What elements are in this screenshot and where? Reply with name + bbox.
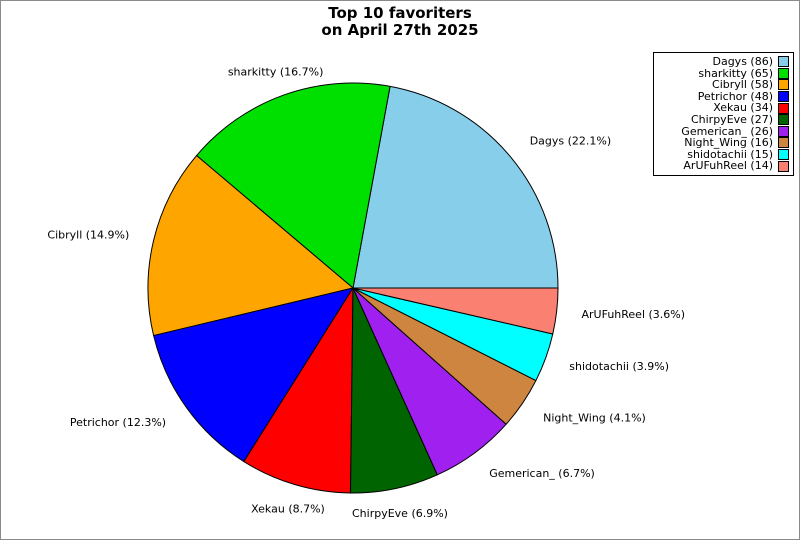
pie-slices bbox=[147, 82, 559, 494]
legend-color-swatch bbox=[778, 91, 789, 103]
legend-item-shidotachii: shidotachii (15) bbox=[656, 149, 789, 161]
legend-item-label: Gemerican_ (26) bbox=[681, 124, 773, 138]
legend-item-sharkitty: sharkitty (65) bbox=[656, 66, 789, 80]
pie-slice-xekau bbox=[243, 287, 354, 494]
legend-color-swatch bbox=[778, 125, 789, 137]
legend-item-petrichor: Petrichor (48) bbox=[656, 91, 789, 103]
legend-item-label: Night_Wing (16) bbox=[684, 136, 773, 150]
legend-color-swatch bbox=[778, 160, 789, 172]
legend-item-label: sharkitty (65) bbox=[698, 66, 773, 80]
slice-label-chirpyeve: ChirpyEve (6.9%) bbox=[352, 507, 448, 520]
slice-label-petrichor: Petrichor (12.3%) bbox=[70, 416, 166, 429]
legend-item-label: Dagys (86) bbox=[712, 55, 773, 68]
legend-item-arufuhreel: ArUFuhReel (14) bbox=[656, 160, 789, 172]
pie-slice-sharkitty bbox=[196, 82, 391, 289]
chart-title: Top 10 favoriters on April 27th 2025 bbox=[1, 5, 799, 39]
pie-slice-petrichor bbox=[153, 287, 354, 463]
legend: Dagys (86) sharkitty (65) Cibryll (58) Petr… bbox=[653, 52, 794, 176]
pie-slice-labels: Dagys (22.1%) sharkitty (16.7%) Cibryll (1… bbox=[47, 65, 685, 520]
pie-slice-cibryll bbox=[147, 155, 354, 337]
legend-item-chirpyeve: ChirpyEve (27) bbox=[656, 114, 789, 126]
slice-label-dagys: Dagys (22.1%) bbox=[530, 135, 611, 148]
legend-color-swatch bbox=[778, 102, 789, 114]
legend-item-dagys: Dagys (86) bbox=[656, 56, 789, 68]
slice-label-xekau: Xekau (8.7%) bbox=[251, 502, 325, 515]
legend-item-label: shidotachii (15) bbox=[687, 147, 773, 161]
pie-slice-dagys bbox=[352, 85, 559, 289]
legend-item-label: Xekau (34) bbox=[713, 101, 773, 115]
pie-slice-arufuhreel bbox=[352, 287, 559, 335]
slice-label-night-wing: Night_Wing (4.1%) bbox=[543, 411, 646, 424]
legend-color-swatch bbox=[778, 56, 789, 68]
legend-item-xekau: Xekau (34) bbox=[656, 102, 789, 114]
legend-color-swatch bbox=[778, 67, 789, 79]
chart-title-line2: on April 27th 2025 bbox=[321, 21, 479, 39]
slice-label-shidotachii: shidotachii (3.9%) bbox=[569, 360, 669, 373]
legend-item-cibryll: Cibryll (58) bbox=[656, 79, 789, 91]
legend-color-swatch bbox=[778, 114, 789, 126]
legend-color-swatch bbox=[778, 79, 789, 91]
slice-label-arufuhreel: ArUFuhReel (3.6%) bbox=[582, 308, 686, 321]
legend-item-night-wing: Night_Wing (16) bbox=[656, 137, 789, 149]
legend-color-swatch bbox=[778, 137, 789, 149]
slice-label-gemerican: Gemerican_ (6.7%) bbox=[489, 467, 595, 480]
legend-item-gemerican: Gemerican_ (26) bbox=[656, 124, 789, 138]
legend-item-label: ChirpyEve (27) bbox=[690, 112, 773, 126]
legend-item-label: Petrichor (48) bbox=[697, 89, 773, 103]
legend-color-swatch bbox=[778, 149, 789, 161]
slice-label-cibryll: Cibryll (14.9%) bbox=[47, 228, 129, 241]
chart-title-line1: Top 10 favoriters bbox=[328, 4, 472, 22]
legend-item-label: Cibryll (58) bbox=[712, 78, 773, 92]
slice-label-sharkitty: sharkitty (16.7%) bbox=[228, 65, 324, 78]
legend-item-label: ArUFuhReel (14) bbox=[683, 159, 773, 173]
